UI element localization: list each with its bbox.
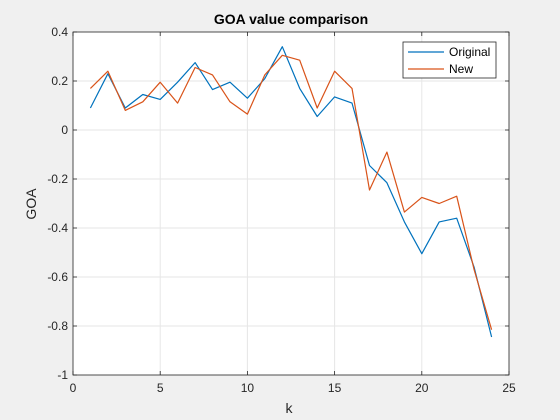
y-tick-label: -1 [57,368,68,382]
plot-area [73,32,509,375]
y-tick-label: 0 [61,123,68,137]
y-tick-label: -0.6 [47,270,68,284]
y-tick-label: 0.2 [51,74,68,88]
legend-box [402,41,497,79]
x-tick-label: 0 [70,381,77,395]
tick-labels: 0 5 10 15 20 25 0.4 0.2 0 -0.2 -0.4 -0.6 -0.8 -1 [47,25,516,395]
chart-title: GOA value comparison [214,11,368,27]
x-tick-label: 5 [157,381,164,395]
legend: Original New [402,41,497,79]
series-layer [89,46,493,338]
x-axis-label: k [286,400,294,416]
y-tick-label: -0.4 [47,221,68,235]
legend-label-original: Original [449,45,490,59]
legend-label-new: New [449,62,473,76]
series-line-new [89,54,493,330]
x-tick-label: 10 [241,381,255,395]
y-axis-label: GOA [23,188,39,220]
ticks [72,31,510,376]
series-line-original [89,46,493,338]
y-tick-label: 0.4 [51,25,68,39]
y-tick-label: -0.8 [47,319,68,333]
x-tick-label: 15 [328,381,342,395]
y-tick-label: -0.2 [47,172,68,186]
x-tick-label: 20 [415,381,429,395]
x-tick-label: 25 [502,381,516,395]
axes-box [72,31,510,376]
